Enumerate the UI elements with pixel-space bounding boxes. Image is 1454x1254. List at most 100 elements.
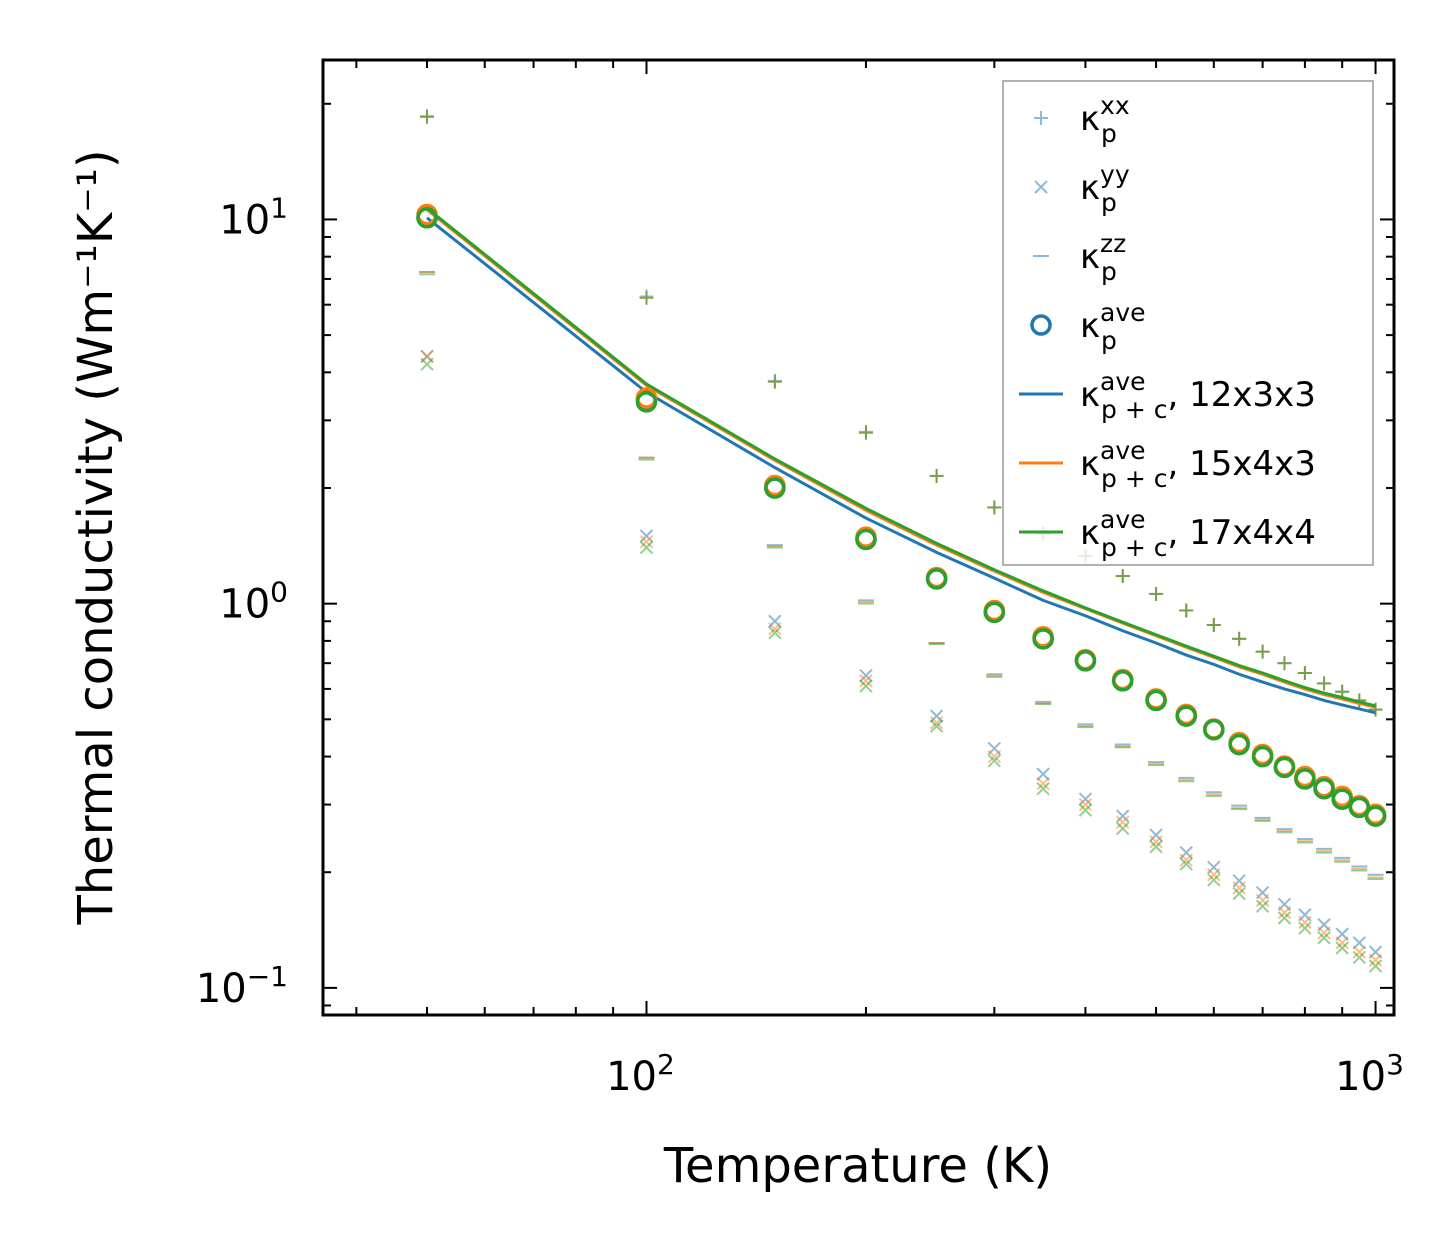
point-kappa-yy — [859, 668, 873, 683]
legend-entry: κave p + c, 12x3x3 — [1019, 367, 1316, 424]
point-kappa-xx — [420, 109, 435, 124]
point-kappa-yy — [1317, 931, 1331, 945]
point-kappa-yy — [1036, 781, 1050, 796]
legend: κxx p κyy p κzz p κave p κave p + c, 12x3x3 κave p … — [1002, 80, 1374, 566]
legend-entry: κave p + c, 15x4x3 — [1019, 436, 1316, 493]
plot-frame — [321, 58, 1396, 1017]
point-kappa-ave — [635, 391, 658, 413]
point-kappa-yy — [768, 626, 782, 640]
point-kappa-ave — [1032, 628, 1054, 650]
point-kappa-xx — [1277, 656, 1292, 671]
point-kappa-yy — [929, 719, 944, 733]
point-kappa-xx — [1179, 603, 1194, 618]
point-kappa-yy — [1298, 915, 1312, 930]
point-kappa-ave — [1313, 777, 1335, 800]
legend-marker-cross — [1034, 180, 1048, 194]
point-kappa-yy — [1335, 941, 1349, 955]
point-kappa-xx — [1149, 586, 1164, 601]
point-kappa-ave — [1111, 670, 1134, 692]
legend-label: κzz p — [1080, 229, 1126, 286]
point-kappa-ave — [1175, 705, 1198, 727]
point-kappa-xx — [1317, 676, 1332, 691]
point-kappa-yy — [1255, 899, 1270, 914]
point-kappa-yy — [1116, 809, 1130, 823]
point-kappa-yy — [929, 709, 944, 723]
legend-label: κave p + c, 15x4x3 — [1080, 436, 1316, 493]
series-15x4x3-yy — [420, 349, 1383, 967]
y-tick-label: 100 — [219, 576, 288, 628]
point-kappa-yy — [1277, 911, 1292, 925]
point-kappa-xx — [1232, 631, 1247, 646]
legend-label: κave p + c, 12x3x3 — [1080, 367, 1316, 424]
point-kappa-yy — [1298, 921, 1312, 935]
point-kappa-ave — [416, 207, 438, 229]
point-kappa-ave — [1273, 756, 1296, 779]
y-tick-label: 101 — [219, 191, 288, 243]
point-kappa-yy — [1078, 797, 1093, 812]
point-kappa-yy — [639, 529, 654, 543]
point-kappa-xx — [767, 374, 782, 389]
point-kappa-yy — [1149, 840, 1163, 854]
point-kappa-ave — [1364, 805, 1387, 827]
legend-entry: κxx p — [1034, 91, 1130, 148]
point-kappa-ave — [1348, 796, 1371, 819]
series-17x4x4-ave — [416, 207, 1387, 827]
point-kappa-xx — [1115, 569, 1130, 584]
point-kappa-yy — [639, 534, 654, 549]
legend-label: κave p + c, 17x4x4 — [1080, 505, 1316, 562]
point-kappa-xx — [987, 500, 1002, 515]
x-axis-label: Temperature (K) — [663, 1138, 1052, 1194]
point-kappa-yy — [1207, 873, 1221, 887]
point-kappa-xx — [929, 468, 944, 483]
point-kappa-yy — [1116, 815, 1130, 829]
point-kappa-ave — [1074, 650, 1097, 672]
point-kappa-ave — [925, 568, 948, 590]
point-kappa-xx — [858, 426, 873, 441]
x-tick-label: 103 — [1335, 1048, 1404, 1100]
point-kappa-yy — [1179, 857, 1193, 871]
series-12x3x3-zz — [419, 270, 1384, 876]
point-kappa-yy — [859, 674, 873, 688]
point-kappa-xx — [1206, 617, 1221, 632]
point-kappa-yy — [1352, 945, 1367, 959]
point-kappa-yy — [1368, 959, 1383, 973]
point-kappa-yy — [987, 749, 1002, 764]
point-kappa-xx — [639, 290, 654, 305]
point-kappa-yy — [768, 622, 782, 636]
legend-marker-plus — [1034, 111, 1048, 125]
point-kappa-ave — [983, 601, 1006, 623]
legend-marker-circle — [1030, 314, 1052, 336]
series-17x4x4-zz — [419, 273, 1384, 881]
legend-label: κave p — [1080, 298, 1146, 355]
point-kappa-yy — [1179, 853, 1193, 867]
legend-entry: κyy p — [1034, 160, 1130, 217]
line-kappa-total-17x4x4 — [426, 206, 1376, 708]
point-kappa-yy — [1078, 803, 1093, 817]
point-kappa-yy — [929, 715, 944, 730]
x-tick-label: 102 — [606, 1048, 675, 1100]
series-17x4x4-yy — [420, 357, 1383, 973]
point-kappa-yy — [1116, 821, 1130, 836]
axis-ticks: 102 103 10−1 100 101 — [196, 60, 1404, 1100]
point-kappa-yy — [1368, 953, 1383, 967]
point-kappa-ave — [1251, 745, 1274, 768]
point-kappa-yy — [639, 540, 654, 555]
point-kappa-yy — [1036, 767, 1050, 781]
point-kappa-yy — [1232, 881, 1246, 895]
point-kappa-yy — [1207, 868, 1221, 882]
point-kappa-yy — [1149, 835, 1163, 849]
point-kappa-ave — [1294, 768, 1316, 790]
point-kappa-yy — [1036, 776, 1050, 791]
point-kappa-yy — [859, 679, 873, 693]
point-kappa-yy — [987, 754, 1002, 768]
point-kappa-ave — [764, 477, 786, 499]
point-kappa-yy — [1078, 792, 1093, 806]
point-kappa-yy — [1317, 926, 1331, 940]
point-kappa-yy — [1335, 936, 1349, 950]
legend-entry: κave p — [1030, 298, 1146, 355]
point-kappa-xx — [1255, 644, 1270, 659]
point-kappa-ave — [1145, 689, 1167, 712]
point-kappa-xx — [1297, 665, 1312, 680]
point-kappa-ave — [1331, 788, 1353, 810]
